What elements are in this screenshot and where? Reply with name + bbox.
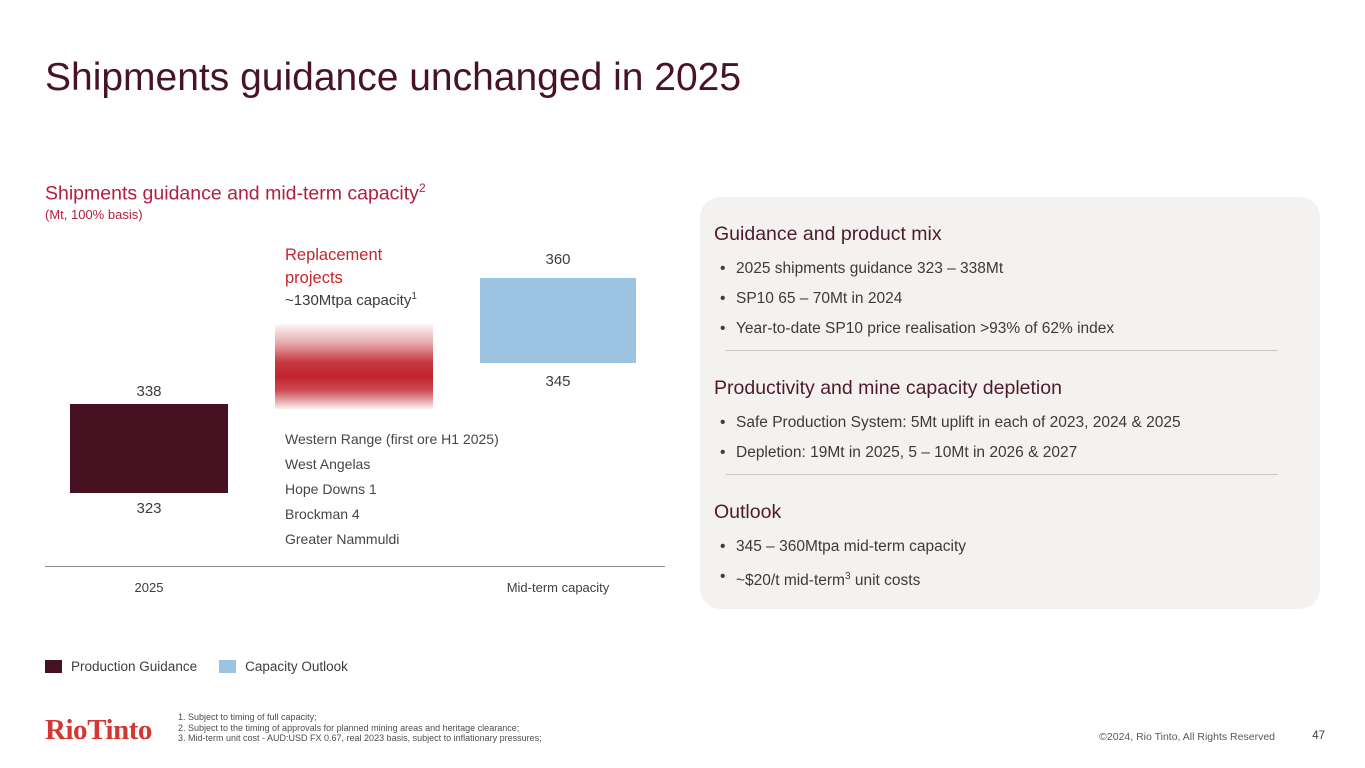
project-item: Hope Downs 1 (285, 481, 377, 497)
footnote: 3. Mid-term unit cost - AUD:USD FX 0.67,… (178, 733, 542, 743)
x-label-2025: 2025 (134, 580, 164, 595)
replacement-capacity-footnote-ref: 1 (411, 291, 417, 302)
bullet-text-post: unit costs (850, 572, 921, 590)
section-heading-productivity: Productivity and mine capacity depletion (714, 377, 1062, 399)
chart-title-text: Shipments guidance and mid-term capacity (45, 182, 419, 205)
guidance-bullet-list: 2025 shipments guidance 323 – 338Mt SP10… (714, 254, 1292, 344)
bar-midterm-low-value: 345 (545, 373, 571, 390)
page-title: Shipments guidance unchanged in 2025 (45, 56, 742, 99)
rio-tinto-logo: Rio Tinto (45, 714, 152, 746)
summary-panel: Guidance and product mix 2025 shipments … (700, 197, 1320, 609)
chart-legend: Production Guidance Capacity Outlook (45, 659, 348, 674)
productivity-bullet-list: Safe Production System: 5Mt uplift in ea… (714, 408, 1292, 468)
legend-swatch-capacity-outlook (219, 660, 237, 673)
x-label-midterm-capacity: Mid-term capacity (506, 580, 610, 595)
replacement-projects-label: Replacement projects (285, 244, 382, 290)
project-item: Western Range (first ore H1 2025) (285, 431, 499, 447)
project-item: Greater Nammuldi (285, 531, 400, 547)
x-axis-line (45, 566, 665, 567)
legend-swatch-production-guidance (45, 660, 62, 673)
footnote: 1. Subject to timing of full capacity; (178, 712, 317, 722)
capacity-outlook-bar (480, 278, 636, 363)
bullet-item: SP10 65 – 70Mt in 2024 (714, 284, 1292, 314)
bar-2025-low-value: 323 (136, 500, 162, 517)
project-item: West Angelas (285, 456, 371, 472)
bullet-item: ~$20/t mid-term3 unit costs (714, 562, 1292, 596)
bullet-text-pre: ~$20/t mid-term (736, 572, 845, 590)
bullet-item: Depletion: 19Mt in 2025, 5 – 10Mt in 202… (714, 438, 1292, 468)
section-divider (726, 350, 1278, 351)
bullet-footnote-ref: 3 (844, 571, 851, 582)
chart-units-label: (Mt, 100% basis) (45, 207, 143, 222)
section-heading-outlook: Outlook (714, 501, 782, 523)
bar-2025-high-value: 338 (136, 383, 162, 400)
bullet-item: 345 – 360Mtpa mid-term capacity (714, 532, 1292, 562)
section-divider (726, 474, 1278, 475)
copyright-text: ©2024, Rio Tinto, All Rights Reserved (1099, 731, 1275, 743)
footnote: 2. Subject to the timing of approvals fo… (178, 722, 520, 733)
replacement-line2: projects (285, 269, 343, 287)
section-heading-guidance: Guidance and product mix (714, 223, 942, 245)
bullet-item: Safe Production System: 5Mt uplift in ea… (714, 408, 1292, 438)
page-number: 47 (1312, 730, 1325, 742)
replacement-projects-list: Western Range (first ore H1 2025) West A… (285, 427, 499, 552)
replacement-capacity-text: ~130Mtpa capacity (285, 292, 412, 309)
replacement-capacity-label: ~130Mtpa capacity1 (285, 291, 417, 309)
footnotes: 1. Subject to timing of full capacity; 2… (178, 712, 542, 744)
production-guidance-bar (70, 404, 228, 493)
bar-midterm-high-value: 360 (545, 251, 571, 268)
replacement-line1: Replacement (285, 246, 383, 264)
outlook-bullet-list: 345 – 360Mtpa mid-term capacity ~$20/t m… (714, 532, 1292, 596)
replacement-projects-gradient-bar (275, 324, 433, 409)
chart-title: Shipments guidance and mid-term capacity… (45, 181, 426, 206)
bullet-item: Year-to-date SP10 price realisation >93%… (714, 314, 1292, 344)
bullet-item: 2025 shipments guidance 323 – 338Mt (714, 254, 1292, 284)
legend-label-production-guidance: Production Guidance (71, 659, 198, 674)
legend-label-capacity-outlook: Capacity Outlook (245, 659, 348, 674)
project-item: Brockman 4 (285, 506, 360, 522)
chart-title-footnote-ref: 2 (418, 181, 426, 195)
